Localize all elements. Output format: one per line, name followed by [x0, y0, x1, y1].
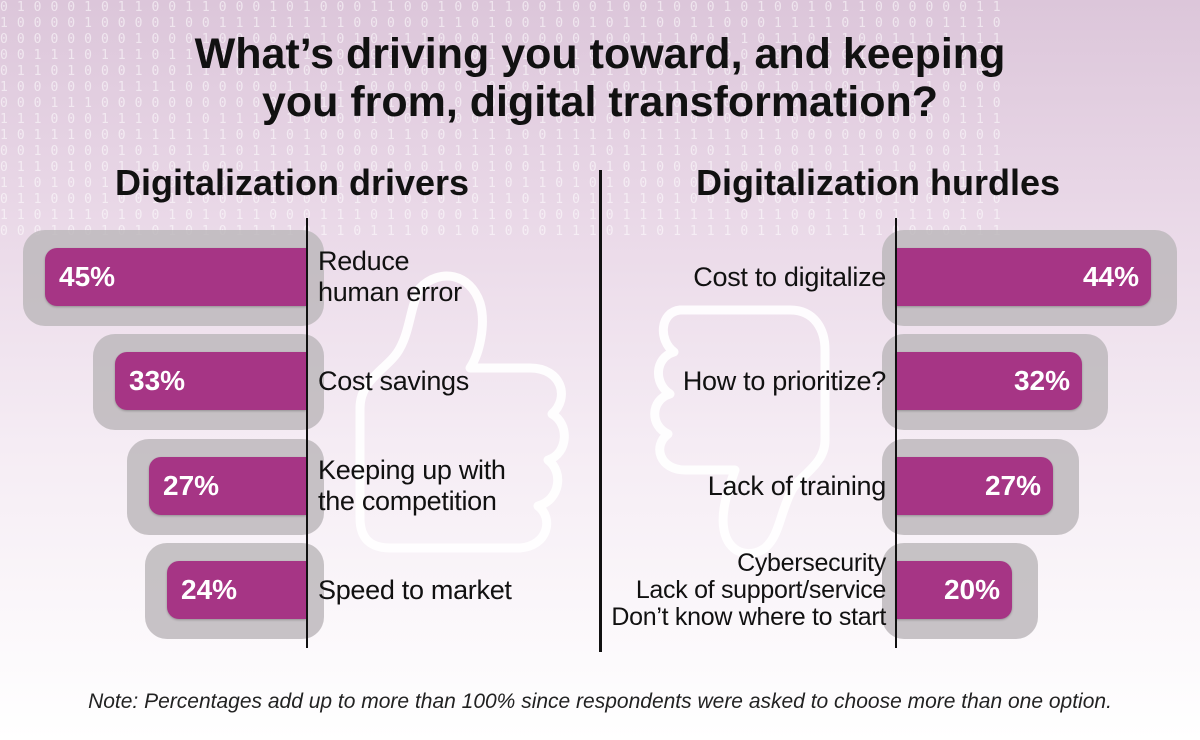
- center-divider: [599, 170, 602, 652]
- label-line: Lack of training: [707, 471, 887, 501]
- title-line-1: What’s driving you toward, and keeping: [194, 30, 1006, 78]
- label-line: Don’t know where to start: [611, 603, 886, 631]
- hurdle-label: How to prioritize?: [683, 366, 886, 397]
- driver-label: Reduce human error: [318, 246, 462, 308]
- driver-label: Keeping up with the competition: [318, 455, 506, 517]
- driver-bar: 45%: [45, 248, 306, 306]
- hurdle-bar: 20%: [896, 561, 1012, 619]
- driver-bar: 27%: [149, 457, 306, 515]
- page-title: What’s driving you toward, and keeping y…: [0, 30, 1200, 126]
- hurdle-label: Cybersecurity Lack of support/service Don’…: [611, 550, 886, 631]
- hurdle-label: Lack of training: [707, 471, 887, 502]
- label-line: Lack of support/service: [635, 576, 886, 604]
- label-line: How to prioritize?: [682, 366, 886, 396]
- label-line: Reduce: [318, 246, 410, 276]
- driver-bar: 33%: [115, 352, 306, 410]
- label-line: Speed to market: [318, 575, 512, 605]
- hurdle-label: Cost to digitalize: [693, 262, 886, 293]
- hurdle-bar: 27%: [896, 457, 1053, 515]
- driver-label: Speed to market: [318, 575, 512, 606]
- hurdles-title: Digitalization hurdles: [696, 162, 1061, 203]
- hurdle-bar: 32%: [896, 352, 1082, 410]
- thumbs-up-icon: [355, 271, 569, 553]
- hurdles-axis-line: [895, 218, 897, 648]
- title-line-2: you from, digital transformation?: [261, 78, 939, 126]
- hurdle-bar: 44%: [896, 248, 1151, 306]
- footnote: Note: Percentages add up to more than 10…: [88, 690, 1112, 713]
- driver-bar: 24%: [167, 561, 306, 619]
- driver-label: Cost savings: [318, 366, 469, 397]
- label-line: Cybersecurity: [737, 549, 886, 577]
- label-line: Cost to digitalize: [693, 262, 886, 292]
- drivers-axis-line: [306, 218, 308, 648]
- drivers-title: Digitalization drivers: [115, 162, 470, 203]
- label-line: human error: [318, 277, 462, 307]
- label-line: Cost savings: [318, 366, 469, 396]
- label-line: the competition: [318, 486, 497, 516]
- label-line: Keeping up with: [318, 455, 506, 485]
- thumbs-down-icon: [650, 305, 830, 559]
